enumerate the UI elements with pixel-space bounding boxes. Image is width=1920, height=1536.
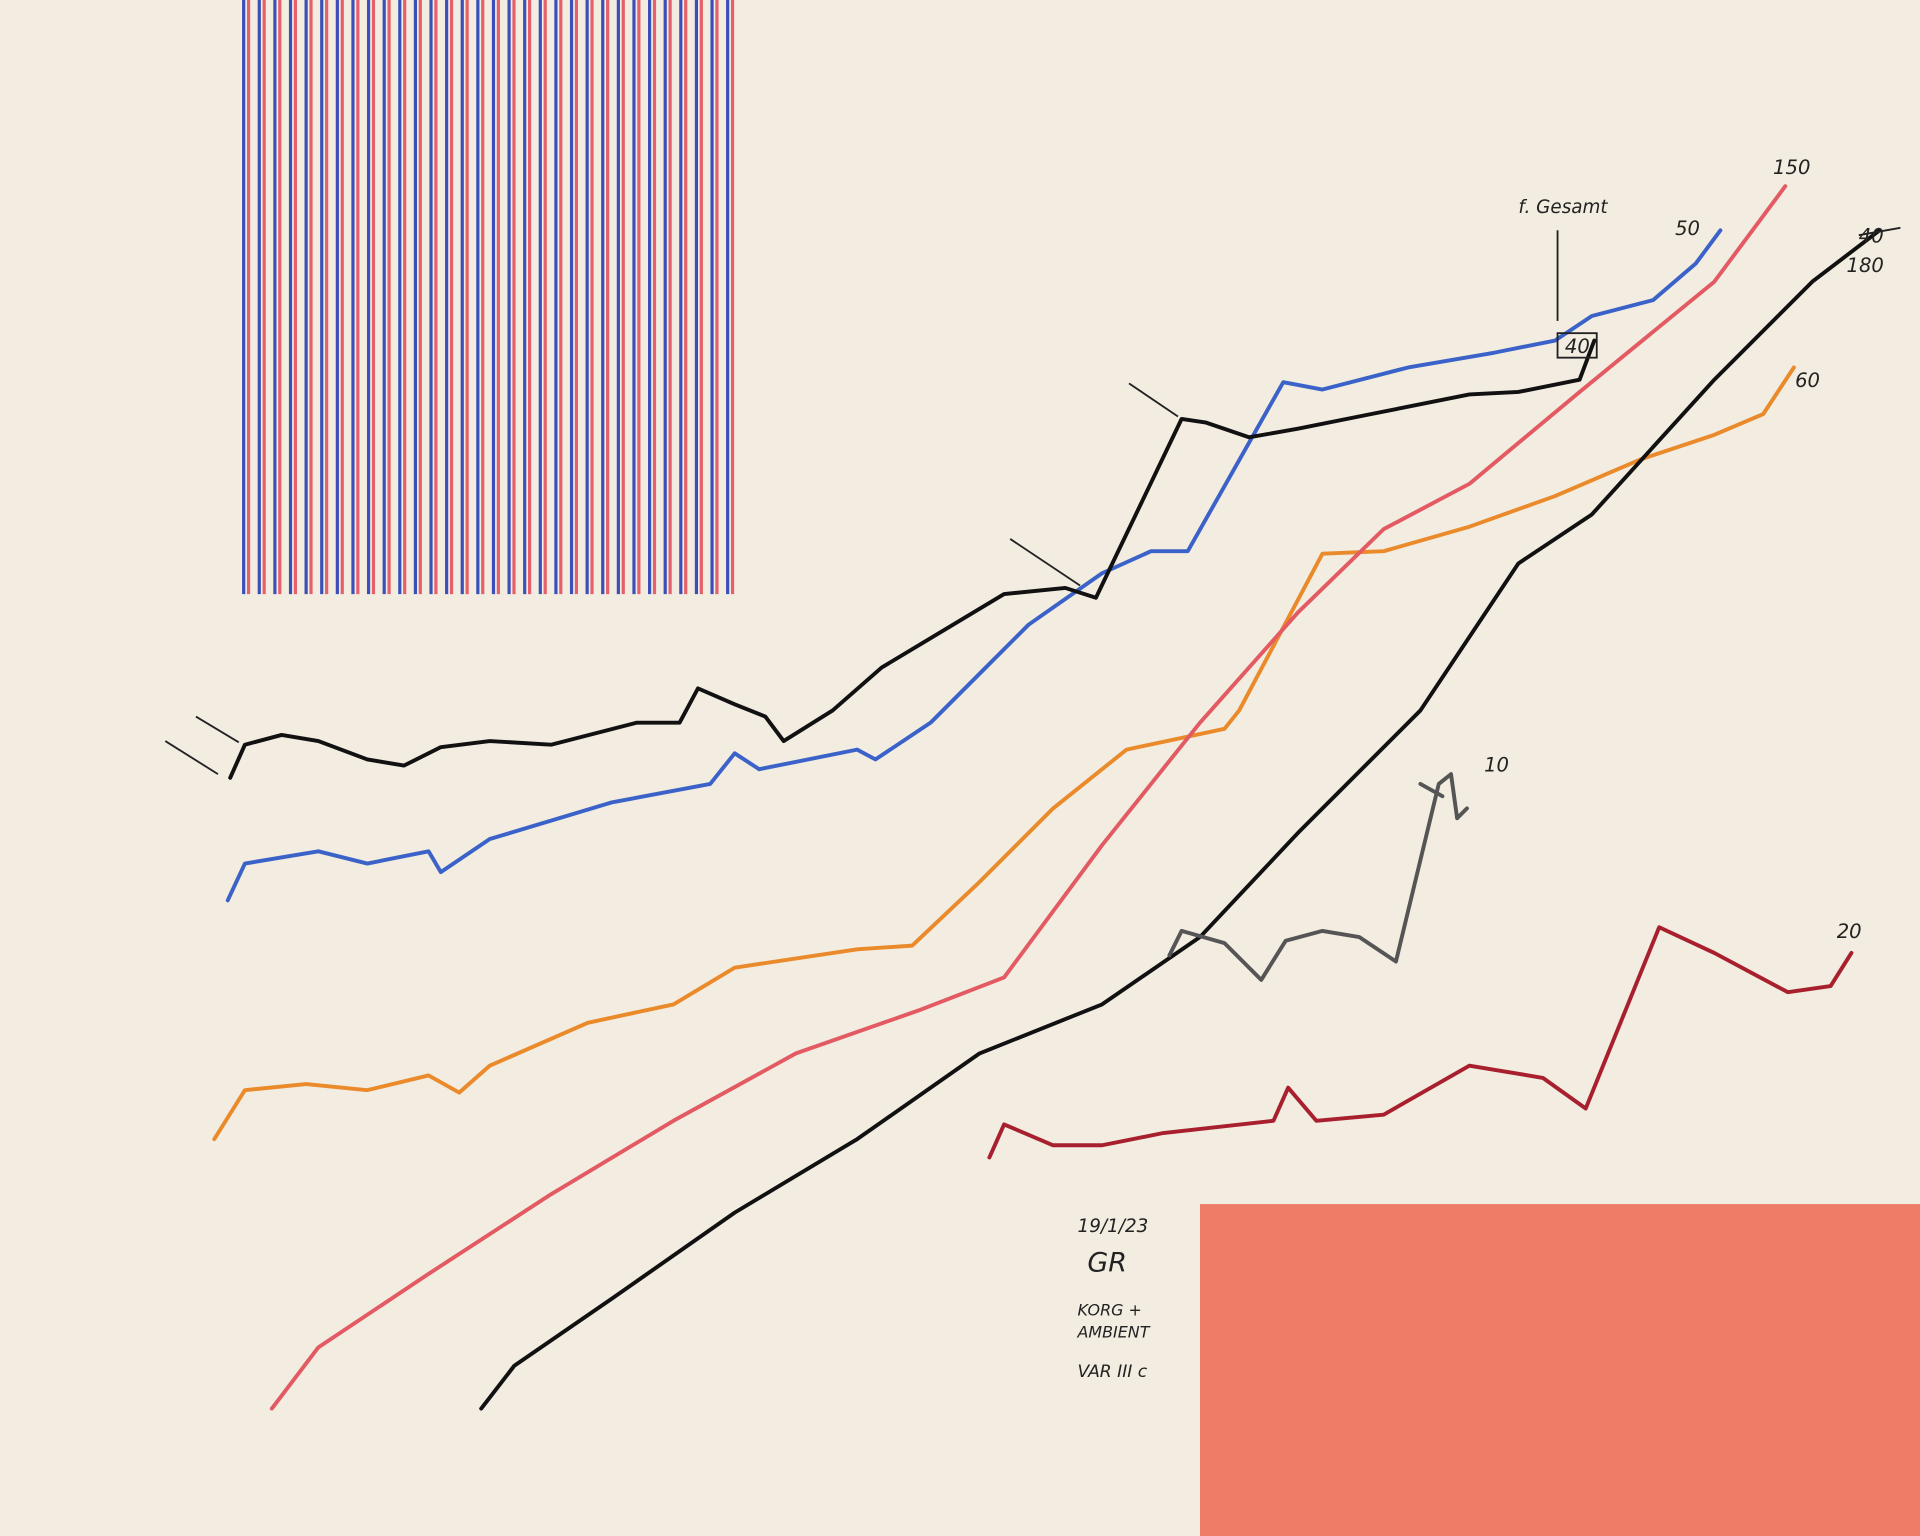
annotation: 20 bbox=[1837, 920, 1862, 943]
stripe-block bbox=[242, 0, 735, 595]
strike bbox=[1858, 226, 1901, 237]
signature-date: 19/1/23 bbox=[1078, 1216, 1149, 1237]
pointer bbox=[1009, 538, 1081, 587]
signature-text: AMBIENT bbox=[1077, 1323, 1151, 1342]
black-upper-line bbox=[228, 338, 1597, 780]
blue-line bbox=[225, 228, 1723, 903]
annotation: 60 bbox=[1795, 369, 1820, 392]
annotation: f. Gesamt bbox=[1518, 197, 1608, 218]
salmon-block bbox=[1200, 1204, 1920, 1536]
pointer bbox=[164, 740, 219, 775]
orange-line bbox=[212, 365, 1796, 1142]
annotation: 10 bbox=[1484, 754, 1509, 777]
pointer bbox=[1128, 382, 1179, 418]
annotation: 50 bbox=[1675, 217, 1700, 240]
red-line bbox=[269, 184, 1788, 1411]
annotation: 40 bbox=[1565, 335, 1590, 358]
signature-initials: GR bbox=[1087, 1247, 1127, 1278]
pointer-ticks bbox=[164, 226, 1901, 775]
grey-line bbox=[1167, 772, 1469, 982]
pointer bbox=[195, 715, 240, 744]
dark-red-line bbox=[987, 925, 1854, 1160]
signature-text: KORG + bbox=[1078, 1301, 1142, 1320]
annotation: 180 bbox=[1847, 254, 1884, 277]
signature-text: VAR III c bbox=[1078, 1362, 1148, 1382]
annotation: 40 bbox=[1859, 225, 1884, 248]
annotation: 150 bbox=[1773, 156, 1810, 179]
box bbox=[1556, 332, 1598, 359]
